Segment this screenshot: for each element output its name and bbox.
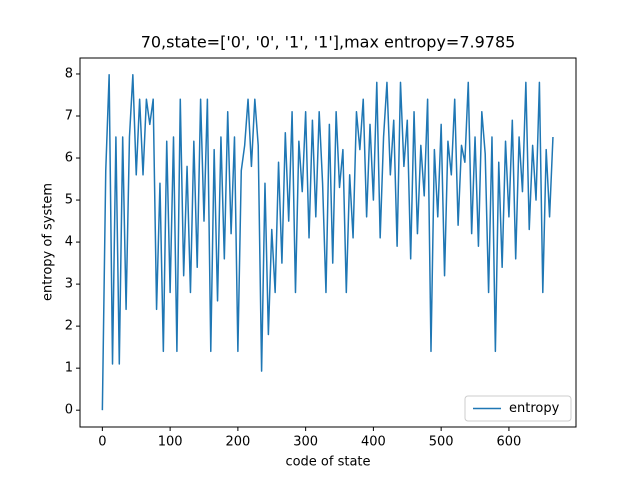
x-tick-label: 100 [158,435,183,450]
y-tick-label: 2 [65,319,73,334]
x-tick-label: 200 [225,435,250,450]
y-tick-label: 4 [65,235,73,250]
chart-title: 70,state=['0', '0', '1', '1'],max entrop… [141,33,516,52]
y-tick-label: 3 [65,277,73,292]
x-axis-label: code of state [285,455,370,470]
legend-label: entropy [509,401,560,416]
y-tick-label: 7 [65,108,73,123]
plot-frame [79,57,577,428]
x-tick-label: 500 [429,435,454,450]
y-axis-label: entropy of system [41,183,56,301]
y-tick-label: 8 [65,66,73,81]
y-tick-label: 0 [65,403,73,418]
x-tick-label: 600 [497,435,522,450]
y-tick-label: 6 [65,151,73,166]
data-line [101,74,554,411]
x-tick-label: 300 [293,435,318,450]
x-tick-label: 0 [98,435,106,450]
y-tick-label: 5 [65,193,73,208]
y-tick-label: 1 [65,361,73,376]
x-tick-label: 400 [361,435,386,450]
legend-box [464,395,572,422]
